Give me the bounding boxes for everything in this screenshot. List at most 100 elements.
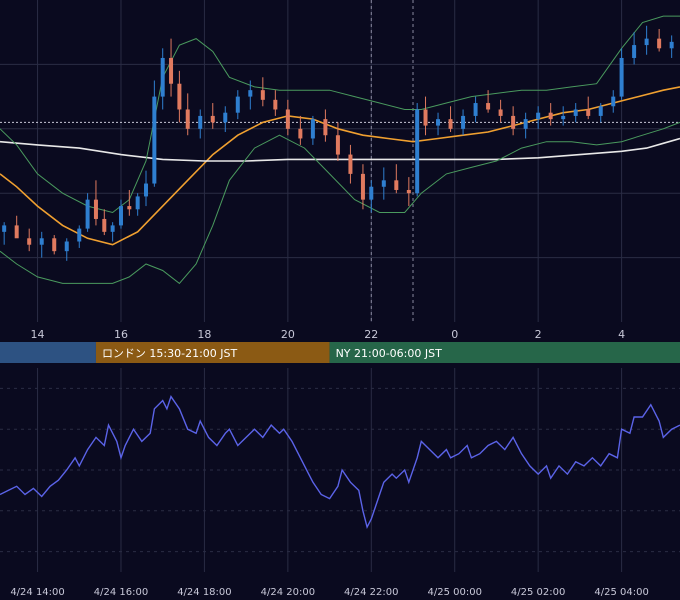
candle-body [423,109,428,126]
price-x-tick-label: 4 [618,328,625,341]
candle-body [177,83,182,110]
candle [144,170,149,207]
candle [644,25,649,55]
candle [381,167,386,200]
candle [573,103,578,123]
price-x-tick-label: 20 [281,328,295,341]
candle-body [152,96,157,184]
candle [64,238,69,261]
candle [335,122,340,161]
price-x-tick-label: 0 [451,328,458,341]
moving-average-line [0,137,680,162]
candle [394,164,399,194]
candle-body [561,115,566,120]
candle [93,180,98,226]
candle-body [461,115,466,129]
price-grid [0,0,680,322]
candle-body [2,225,7,232]
price-x-tick-label: 18 [197,328,211,341]
candle [285,99,290,136]
candle-body [39,238,44,245]
price-x-tick-label: 16 [114,328,128,341]
session-block [329,342,680,363]
candle [669,35,674,58]
candle [2,222,7,245]
candle [498,99,503,123]
candle-body [323,119,328,136]
candle [160,48,165,110]
candle [198,109,203,139]
candle-body [335,135,340,155]
candle [415,103,420,197]
candle-body [248,90,253,97]
oscillator-x-tick-label: 4/25 02:00 [511,587,565,598]
oscillator-line [0,395,680,530]
candle [235,90,240,120]
candle [169,38,174,97]
candle-body [298,128,303,139]
candle [310,115,315,145]
candle-body [285,109,290,129]
candle [611,90,616,113]
candle-body [198,115,203,129]
candle [223,106,228,133]
candle-body [498,109,503,116]
candle-body [14,225,19,239]
candle [548,103,553,126]
candle-body [632,45,637,58]
candle [406,177,411,207]
candle [586,96,591,120]
candle [511,106,516,136]
bollinger-band-line [0,121,680,285]
candle-body [436,119,441,126]
candle [273,90,278,116]
candle [152,80,157,187]
candle [360,164,365,210]
price-time-axis: 14 16 18 20 22 0 2 4 [31,328,626,341]
candle-body [144,183,149,197]
candle [448,106,453,133]
candle [598,103,603,123]
oscillator-x-tick-label: 4/24 14:00 [10,587,64,598]
candles [2,25,674,261]
oscillator-x-tick-label: 4/24 20:00 [261,587,315,598]
candle-body [369,186,374,200]
candle [248,80,253,110]
candle [127,189,132,216]
candle [436,112,441,136]
oscillator-pane [0,368,680,572]
candle-body [210,115,215,123]
candle-body [511,115,516,129]
candle [523,112,528,139]
candle [260,77,265,107]
candle-body [185,109,190,129]
oscillator-x-tick-label: 4/25 00:00 [427,587,481,598]
candle-body [669,41,674,49]
candle [14,215,19,239]
candle-body [77,228,82,242]
candle-body [415,109,420,194]
candle [561,106,566,126]
candle-body [548,112,553,120]
candle [39,231,44,258]
candle [461,109,466,136]
candle-body [135,196,140,210]
price-x-tick-label: 22 [364,328,378,341]
candle-body [235,96,240,113]
candle [210,103,215,129]
oscillator-x-tick-label: 4/24 16:00 [94,587,148,598]
candle-body [360,173,365,200]
candle-body [64,241,69,252]
candle-body [473,103,478,116]
candle-body [85,199,90,229]
candle-body [310,119,315,139]
oscillator-x-tick-label: 4/24 18:00 [177,587,231,598]
candle [27,228,32,252]
candle [298,115,303,145]
candle-body [260,90,265,100]
candle-body [127,206,132,210]
candle-body [160,57,165,97]
session-label: NY 21:00-06:00 JST [336,347,443,360]
candle [473,96,478,123]
